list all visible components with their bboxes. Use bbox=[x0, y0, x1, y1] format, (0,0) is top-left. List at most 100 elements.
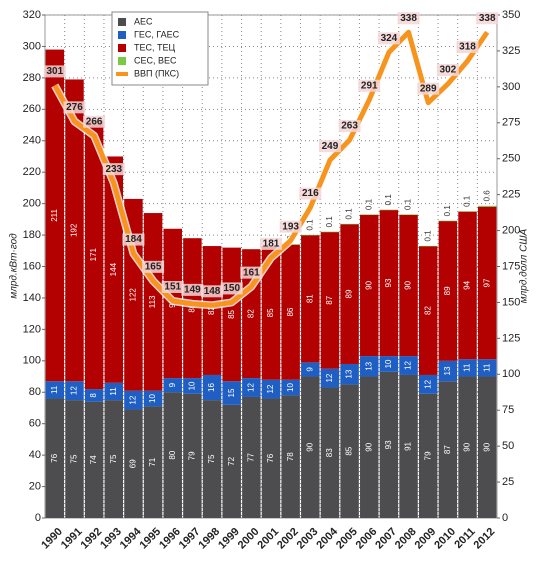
bar-segment bbox=[124, 390, 143, 410]
bar-segment bbox=[301, 362, 320, 377]
bar-segment bbox=[222, 404, 241, 518]
bar-segment bbox=[360, 376, 379, 518]
bar-segment bbox=[84, 120, 104, 390]
data-label: 122 bbox=[129, 288, 138, 302]
bar-segment bbox=[242, 396, 261, 518]
data-label: 90 bbox=[305, 442, 314, 451]
data-label: 91 bbox=[404, 441, 413, 450]
data-label: 87 bbox=[443, 445, 452, 454]
label-background bbox=[63, 101, 86, 114]
x-tick-label: 1999 bbox=[216, 526, 242, 552]
bar-segment bbox=[45, 381, 65, 399]
data-label: 0.1 bbox=[423, 230, 432, 242]
data-label: 89 bbox=[345, 289, 354, 298]
y2-tick-label: 25 bbox=[502, 476, 514, 488]
x-tick-label: 2006 bbox=[354, 526, 380, 552]
data-label: 13 bbox=[364, 361, 373, 370]
data-label: 76 bbox=[266, 453, 275, 462]
y2-tick-label: 50 bbox=[502, 440, 514, 452]
x-tick-label: 1996 bbox=[157, 526, 183, 552]
y-tick-label: 200 bbox=[23, 198, 41, 210]
legend-label: ВВП (ПКС) bbox=[134, 68, 179, 78]
y-tick-label: 140 bbox=[23, 292, 41, 304]
data-label: 12 bbox=[246, 383, 255, 392]
line-data-label: 148 bbox=[204, 286, 221, 297]
x-tick-label: 2009 bbox=[413, 526, 439, 552]
label-background bbox=[279, 220, 302, 233]
data-label: 72 bbox=[227, 456, 236, 465]
bar-segment bbox=[143, 406, 163, 518]
data-label: 89 bbox=[443, 286, 452, 295]
y-tick-label: 180 bbox=[23, 229, 41, 241]
data-label: 90 bbox=[364, 442, 373, 451]
line-data-label: 149 bbox=[184, 285, 201, 296]
bar-segment bbox=[320, 231, 340, 233]
data-label: 12 bbox=[423, 379, 432, 388]
label-background bbox=[260, 237, 282, 250]
bar-segment bbox=[301, 234, 320, 236]
bar-segment bbox=[84, 389, 104, 402]
y-tick-label: 260 bbox=[23, 103, 41, 115]
bar-segment bbox=[438, 381, 458, 518]
line-data-label: 263 bbox=[341, 121, 358, 132]
data-label: 9 bbox=[168, 382, 177, 387]
data-label: 69 bbox=[129, 459, 138, 468]
line-data-label: 302 bbox=[440, 65, 457, 76]
data-label: 85 bbox=[345, 446, 354, 455]
x-tick-label: 2002 bbox=[275, 526, 301, 552]
bar-segment bbox=[477, 205, 497, 207]
x-tick-label: 1998 bbox=[196, 526, 222, 552]
data-label: 90 bbox=[404, 280, 413, 289]
legend-label: АЕС bbox=[134, 16, 153, 26]
legend-label: ГЕС, ГАЕС bbox=[134, 29, 180, 39]
label-background bbox=[240, 266, 263, 279]
data-label: 10 bbox=[286, 383, 295, 392]
bar-segment bbox=[261, 246, 281, 380]
x-tick-label: 2004 bbox=[314, 525, 340, 551]
bar-segment bbox=[202, 374, 222, 401]
bar-segment bbox=[477, 359, 497, 377]
bar-segment bbox=[438, 360, 458, 382]
label-background bbox=[201, 285, 224, 298]
y-tick-label: 300 bbox=[23, 40, 41, 52]
line-data-label: 249 bbox=[322, 141, 339, 152]
data-label: 82 bbox=[423, 306, 432, 315]
bar-segment bbox=[360, 356, 379, 377]
bar-segment bbox=[379, 209, 399, 357]
data-label: 0.1 bbox=[463, 195, 472, 207]
bar-segment bbox=[458, 211, 477, 360]
y2-tick-label: 175 bbox=[502, 260, 520, 272]
data-label: 75 bbox=[109, 454, 118, 463]
data-label: 12 bbox=[70, 386, 79, 395]
data-label: 211 bbox=[50, 208, 59, 221]
bar-segment bbox=[418, 393, 438, 518]
y2-tick-label: 100 bbox=[502, 368, 520, 380]
line bbox=[52, 29, 490, 308]
bar-segment bbox=[360, 214, 379, 357]
bar-segment bbox=[360, 214, 379, 215]
data-label: 82 bbox=[246, 309, 255, 318]
y-tick-label: 80 bbox=[29, 386, 41, 398]
data-label: 97 bbox=[482, 278, 491, 287]
line-data-label: 301 bbox=[46, 66, 63, 77]
label-background bbox=[377, 32, 400, 45]
bar-segment bbox=[458, 376, 477, 518]
data-label: 13 bbox=[443, 366, 452, 375]
x-tick-label: 1993 bbox=[98, 526, 124, 552]
x-tick-label: 2008 bbox=[393, 526, 419, 552]
data-label: 94 bbox=[463, 280, 472, 289]
data-label: 11 bbox=[482, 363, 491, 372]
bar-segment bbox=[104, 400, 124, 518]
line-data-label: 165 bbox=[145, 262, 162, 273]
bar-segment bbox=[222, 381, 241, 405]
bar-segment bbox=[340, 363, 359, 385]
legend-marker bbox=[118, 57, 126, 65]
bar-segment bbox=[477, 376, 497, 518]
data-label: 76 bbox=[50, 453, 59, 462]
bar-segment bbox=[438, 220, 458, 361]
bar-segment bbox=[301, 235, 320, 363]
bar-segment bbox=[84, 401, 104, 518]
data-label: 0.6 bbox=[482, 190, 491, 202]
data-label: 85 bbox=[266, 308, 275, 317]
y2-tick-label: 300 bbox=[502, 81, 520, 93]
